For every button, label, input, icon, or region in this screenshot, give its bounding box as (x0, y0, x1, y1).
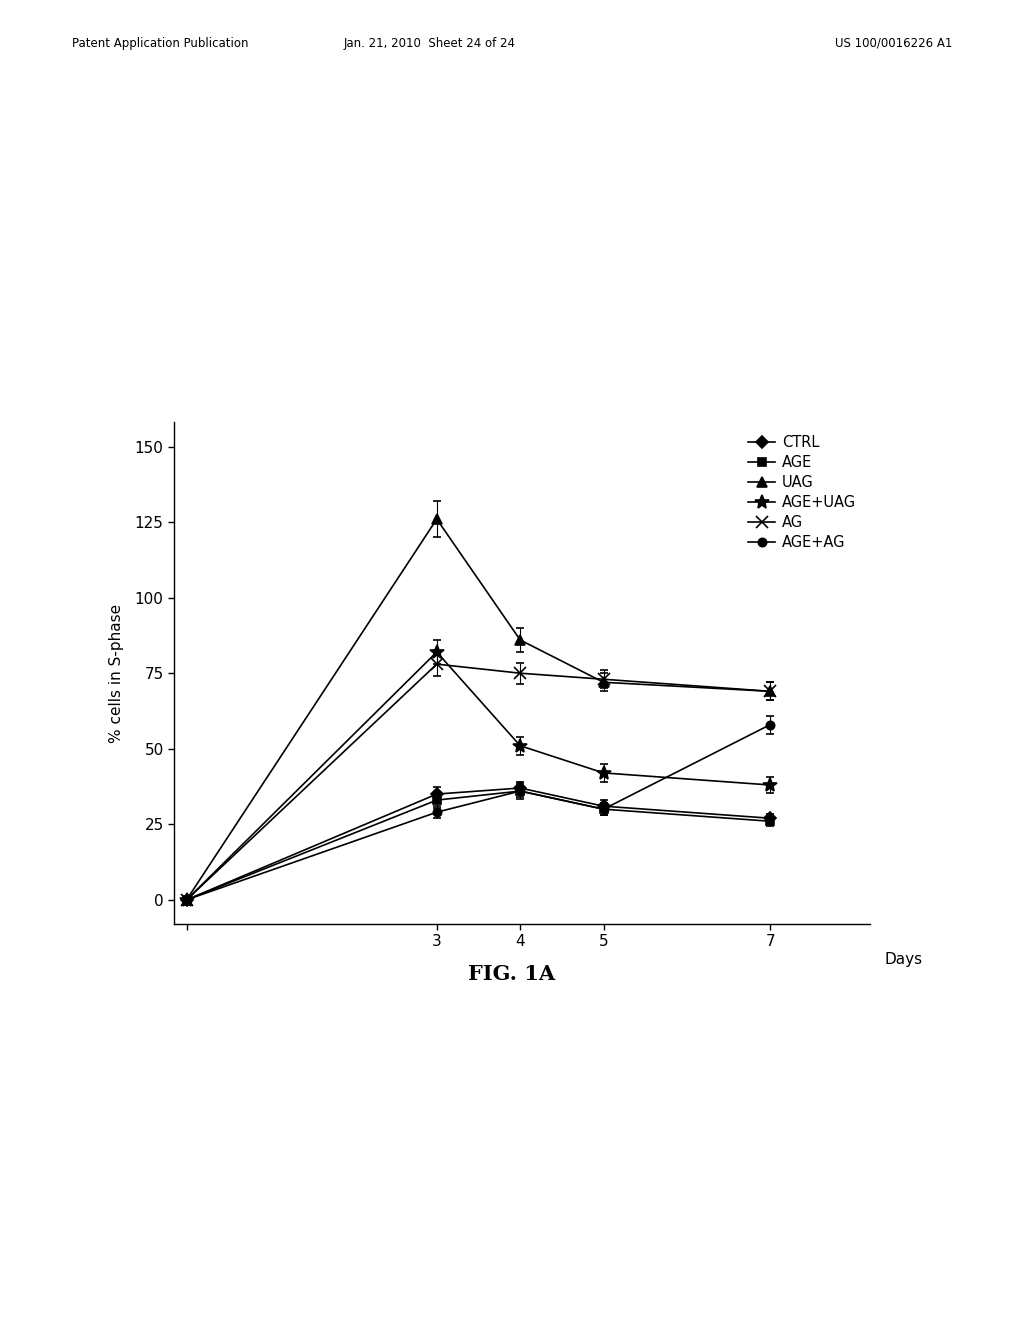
Text: Days: Days (885, 952, 923, 966)
Text: US 100/0016226 A1: US 100/0016226 A1 (835, 37, 952, 50)
Y-axis label: % cells in S-phase: % cells in S-phase (109, 603, 124, 743)
Legend: CTRL, AGE, UAG, AGE+UAG, AG, AGE+AG: CTRL, AGE, UAG, AGE+UAG, AG, AGE+AG (749, 434, 856, 550)
Text: Patent Application Publication: Patent Application Publication (72, 37, 248, 50)
Text: Jan. 21, 2010  Sheet 24 of 24: Jan. 21, 2010 Sheet 24 of 24 (344, 37, 516, 50)
Text: FIG. 1A: FIG. 1A (468, 964, 556, 983)
